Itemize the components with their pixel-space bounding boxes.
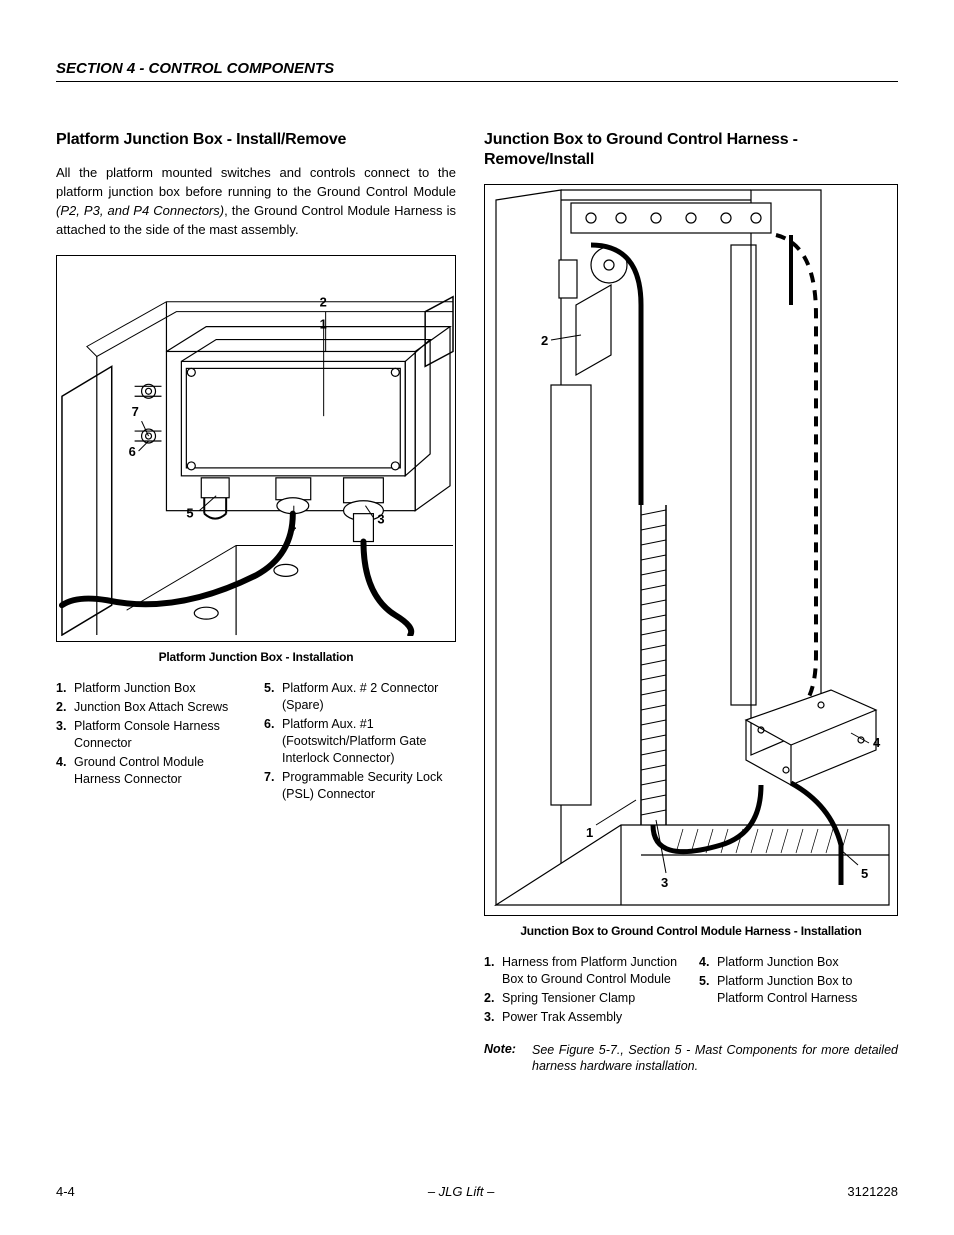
legend-item: 5.Platform Junction Box to Platform Cont… — [699, 973, 898, 1007]
legend-item: 6.Platform Aux. #1 (Footswitch/Platform … — [264, 716, 456, 767]
legend-item: 1.Harness from Platform Junction Box to … — [484, 954, 683, 988]
legend-text: Harness from Platform Junction Box to Gr… — [502, 954, 683, 988]
legend-item: 2.Spring Tensioner Clamp — [484, 990, 683, 1007]
legend-item: 4.Platform Junction Box — [699, 954, 898, 971]
left-figure: 2 1 7 6 5 4 3 — [56, 255, 456, 642]
callout-r1: 1 — [586, 825, 593, 840]
right-figure: 2 1 3 4 5 — [484, 184, 898, 916]
legend-text: Power Trak Assembly — [502, 1009, 683, 1026]
legend-text: Platform Aux. #1 (Footswitch/Platform Ga… — [282, 716, 456, 767]
legend-text: Platform Junction Box to Platform Contro… — [717, 973, 898, 1007]
legend-item: 7.Programmable Security Lock (PSL) Conne… — [264, 769, 456, 803]
callout-5: 5 — [186, 506, 193, 521]
right-heading: Junction Box to Ground Control Harness -… — [484, 130, 898, 170]
legend-text: Programmable Security Lock (PSL) Connect… — [282, 769, 456, 803]
left-heading: Platform Junction Box - Install/Remove — [56, 130, 456, 150]
harness-diagram: 2 1 3 4 5 — [485, 185, 897, 910]
right-figure-caption: Junction Box to Ground Control Module Ha… — [484, 924, 898, 938]
page-footer: 4-4 – JLG Lift – 3121228 — [56, 1184, 898, 1199]
legend-item: 1.Platform Junction Box — [56, 680, 248, 697]
legend-num: 2. — [56, 699, 74, 716]
legend-num: 3. — [484, 1009, 502, 1026]
left-figure-caption: Platform Junction Box - Installation — [56, 650, 456, 664]
legend-num: 1. — [484, 954, 502, 988]
legend-text: Platform Junction Box — [717, 954, 898, 971]
note-label: Note: — [484, 1042, 524, 1076]
section-header: SECTION 4 - CONTROL COMPONENTS — [56, 60, 898, 82]
note: Note: See Figure 5-7., Section 5 - Mast … — [484, 1042, 898, 1076]
footer-doc-num: 3121228 — [847, 1184, 898, 1199]
legend-num: 4. — [56, 754, 74, 788]
left-body-text: All the platform mounted switches and co… — [56, 164, 456, 239]
legend-num: 2. — [484, 990, 502, 1007]
legend-item: 3.Platform Console Harness Connector — [56, 718, 248, 752]
callout-2: 2 — [320, 295, 327, 310]
legend-text: Platform Junction Box — [74, 680, 248, 697]
body-italic: (P2, P3, and P4 Connectors) — [56, 203, 224, 218]
legend-num: 1. — [56, 680, 74, 697]
right-legend-col2: 4.Platform Junction Box 5.Platform Junct… — [699, 954, 898, 1028]
legend-text: Ground Control Module Harness Connector — [74, 754, 248, 788]
callout-1: 1 — [320, 317, 327, 332]
note-text: See Figure 5-7., Section 5 - Mast Compon… — [532, 1042, 898, 1076]
legend-item: 3.Power Trak Assembly — [484, 1009, 683, 1026]
legend-text: Platform Console Harness Connector — [74, 718, 248, 752]
body-prefix: All the platform mounted switches and co… — [56, 165, 456, 199]
legend-item: 2.Junction Box Attach Screws — [56, 699, 248, 716]
callout-6: 6 — [129, 444, 136, 459]
callout-r3: 3 — [661, 875, 668, 890]
legend-num: 3. — [56, 718, 74, 752]
legend-item: 5.Platform Aux. # 2 Connector (Spare) — [264, 680, 456, 714]
callout-4: 4 — [289, 519, 297, 534]
callout-r5: 5 — [861, 866, 868, 881]
legend-text: Platform Aux. # 2 Connector (Spare) — [282, 680, 456, 714]
callout-r4: 4 — [873, 735, 881, 750]
legend-text: Spring Tensioner Clamp — [502, 990, 683, 1007]
content-columns: Platform Junction Box - Install/Remove A… — [56, 130, 898, 1075]
right-column: Junction Box to Ground Control Harness -… — [484, 130, 898, 1075]
legend-num: 7. — [264, 769, 282, 803]
left-legend: 1.Platform Junction Box 2.Junction Box A… — [56, 680, 456, 804]
footer-page-num: 4-4 — [56, 1184, 75, 1199]
legend-text: Junction Box Attach Screws — [74, 699, 248, 716]
callout-3: 3 — [377, 512, 384, 527]
legend-num: 6. — [264, 716, 282, 767]
footer-center: – JLG Lift – — [428, 1184, 494, 1199]
junction-box-diagram: 2 1 7 6 5 4 3 — [57, 256, 455, 636]
left-legend-col1: 1.Platform Junction Box 2.Junction Box A… — [56, 680, 248, 804]
right-legend-col1: 1.Harness from Platform Junction Box to … — [484, 954, 683, 1028]
legend-num: 5. — [699, 973, 717, 1007]
callout-7: 7 — [132, 405, 139, 420]
legend-num: 5. — [264, 680, 282, 714]
legend-item: 4.Ground Control Module Harness Connecto… — [56, 754, 248, 788]
legend-num: 4. — [699, 954, 717, 971]
left-column: Platform Junction Box - Install/Remove A… — [56, 130, 456, 1075]
callout-r2: 2 — [541, 333, 548, 348]
right-legend: 1.Harness from Platform Junction Box to … — [484, 954, 898, 1028]
left-legend-col2: 5.Platform Aux. # 2 Connector (Spare) 6.… — [264, 680, 456, 804]
